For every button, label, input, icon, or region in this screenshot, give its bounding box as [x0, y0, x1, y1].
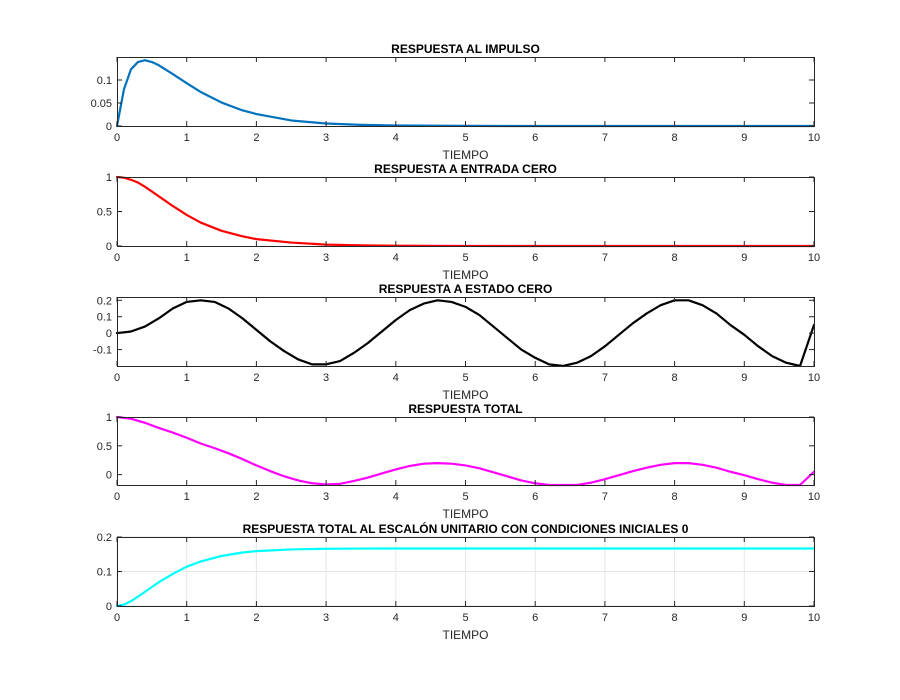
- chart-title-respuesta-total-al-escalon-unitario-con-condiciones-iniciales-0: RESPUESTA TOTAL AL ESCALÓN UNITARIO CON …: [243, 521, 689, 536]
- x-tick-label: 3: [323, 132, 329, 144]
- x-tick-label: 8: [672, 612, 678, 624]
- x-tick-label: 4: [393, 612, 399, 624]
- x-tick-label: 0: [114, 612, 120, 624]
- subplot-2: 0 1 2 3 4 5 6 7 8 9 10 0 0.5 1 RESPUESTA A ENTRADA CER…: [97, 162, 820, 282]
- x-tick-label: 6: [532, 252, 538, 264]
- x-tick-label: 3: [323, 252, 329, 264]
- y-tick-label: 0.1: [97, 567, 112, 579]
- x-tick-label: 9: [741, 372, 747, 384]
- x-axis-label: TIEMPO: [442, 507, 488, 521]
- x-tick-label: 10: [808, 612, 820, 624]
- x-tick-label: 8: [672, 491, 678, 503]
- x-tick-label: 8: [672, 252, 678, 264]
- x-tick-label: 5: [462, 491, 468, 503]
- x-tick-label: 8: [672, 372, 678, 384]
- y-tick-label: 0: [106, 241, 112, 253]
- x-tick-label: 4: [393, 252, 399, 264]
- x-axis-label: TIEMPO: [442, 628, 488, 642]
- subplot-1: 0 1 2 3 4 5 6 7 8 9 10 0 0.05 0.1 RESPUESTA AL IMPULSO…: [91, 42, 821, 162]
- x-axis-label: TIEMPO: [442, 268, 488, 282]
- y-tick-label: 0.1: [97, 75, 112, 87]
- x-tick-label: 5: [462, 612, 468, 624]
- x-tick-label: 3: [323, 372, 329, 384]
- plot-area: [117, 57, 814, 126]
- x-tick-label: 6: [532, 612, 538, 624]
- x-tick-label: 1: [184, 491, 190, 503]
- x-tick-label: 6: [532, 491, 538, 503]
- x-tick-label: 2: [253, 612, 259, 624]
- chart-title-respuesta-total: RESPUESTA TOTAL: [408, 402, 522, 416]
- y-tick-label: 0: [106, 328, 112, 340]
- x-tick-label: 1: [184, 132, 190, 144]
- y-tick-label: 0: [106, 470, 112, 482]
- subplot-5: 0 1 2 3 4 5 6 7 8 9 10 0 0.1 0.2 RESPUESTA TOTAL AL ES…: [97, 521, 820, 642]
- x-tick-label: 1: [184, 252, 190, 264]
- x-tick-label: 4: [393, 372, 399, 384]
- plot-area: [117, 177, 814, 246]
- series-line: [115, 547, 816, 608]
- y-tick-label: 0.5: [97, 441, 112, 453]
- y-tick-label: 1: [106, 172, 112, 184]
- y-tick-label: 0.1: [97, 312, 112, 324]
- y-tick-label: 0.2: [97, 295, 112, 307]
- x-tick-label: 2: [253, 372, 259, 384]
- x-tick-label: 9: [741, 132, 747, 144]
- plot-area: [117, 297, 814, 366]
- y-tick-label: 0.5: [97, 207, 112, 219]
- x-tick-label: 10: [808, 132, 820, 144]
- x-tick-label: 7: [602, 491, 608, 503]
- x-tick-label: 5: [462, 132, 468, 144]
- x-tick-label: 4: [393, 491, 399, 503]
- y-tick-label: -0.1: [93, 345, 112, 357]
- x-tick-label: 1: [184, 372, 190, 384]
- x-tick-label: 7: [602, 612, 608, 624]
- subplot-3: 0 1 2 3 4 5 6 7 8 9 10 -0.1 0 0.1 0.2 RESPUESTA A ESTAD…: [93, 282, 820, 402]
- x-tick-label: 2: [253, 132, 259, 144]
- x-tick-label: 2: [253, 252, 259, 264]
- x-tick-label: 2: [253, 491, 259, 503]
- x-tick-label: 3: [323, 612, 329, 624]
- x-tick-label: 7: [602, 372, 608, 384]
- y-tick-label: 1: [106, 412, 112, 424]
- chart-title-respuesta-al-impulso: RESPUESTA AL IMPULSO: [391, 42, 540, 56]
- x-tick-label: 9: [741, 612, 747, 624]
- chart-title-respuesta-a-entrada-cero: RESPUESTA A ENTRADA CERO: [374, 162, 557, 176]
- x-tick-label: 7: [602, 132, 608, 144]
- plot-area: [117, 417, 814, 485]
- x-tick-label: 1: [184, 612, 190, 624]
- x-axis-label: TIEMPO: [442, 388, 488, 402]
- x-tick-label: 9: [741, 491, 747, 503]
- series-line: [115, 299, 816, 368]
- x-tick-label: 8: [672, 132, 678, 144]
- y-tick-label: 0: [106, 601, 112, 613]
- x-tick-label: 9: [741, 252, 747, 264]
- y-tick-label: 0.2: [97, 532, 112, 544]
- x-tick-label: 10: [808, 491, 820, 503]
- subplot-4: 0 1 2 3 4 5 6 7 8 9 10 0 0.5 1 RESPUESTA TOTAL TIEMPO: [97, 402, 820, 521]
- x-tick-label: 0: [114, 372, 120, 384]
- x-tick-label: 5: [462, 372, 468, 384]
- x-tick-label: 10: [808, 252, 820, 264]
- y-tick-label: 0.05: [91, 98, 112, 110]
- x-tick-label: 7: [602, 252, 608, 264]
- x-tick-label: 3: [323, 491, 329, 503]
- x-tick-label: 0: [114, 132, 120, 144]
- x-tick-label: 10: [808, 372, 820, 384]
- y-tick-label: 0: [106, 121, 112, 133]
- x-tick-label: 0: [114, 252, 120, 264]
- series-line: [115, 415, 816, 487]
- x-tick-label: 6: [532, 372, 538, 384]
- x-tick-label: 0: [114, 491, 120, 503]
- x-tick-label: 6: [532, 132, 538, 144]
- x-axis-label: TIEMPO: [442, 148, 488, 162]
- x-tick-label: 5: [462, 252, 468, 264]
- x-tick-label: 4: [393, 132, 399, 144]
- chart-title-respuesta-a-estado-cero: RESPUESTA A ESTADO CERO: [379, 282, 553, 296]
